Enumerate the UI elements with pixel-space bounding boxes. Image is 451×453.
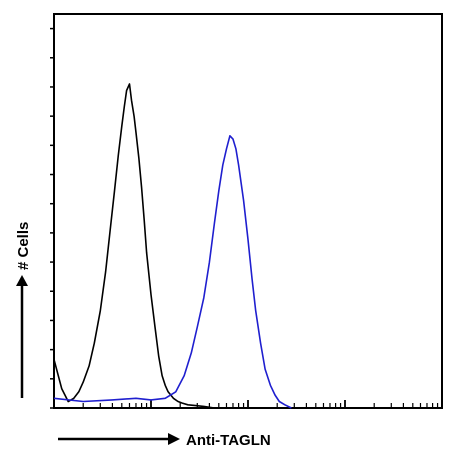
y-axis-title: # Cells: [15, 222, 32, 270]
y-axis-arrow-head: [16, 275, 28, 286]
series-line-1: [54, 84, 214, 408]
x-axis-ticks: [54, 400, 438, 408]
x-axis-title: Anti-TAGLN: [186, 432, 271, 449]
series-layer: [54, 84, 291, 408]
series-line-2: [54, 136, 291, 408]
x-axis-arrow-head: [168, 433, 180, 445]
